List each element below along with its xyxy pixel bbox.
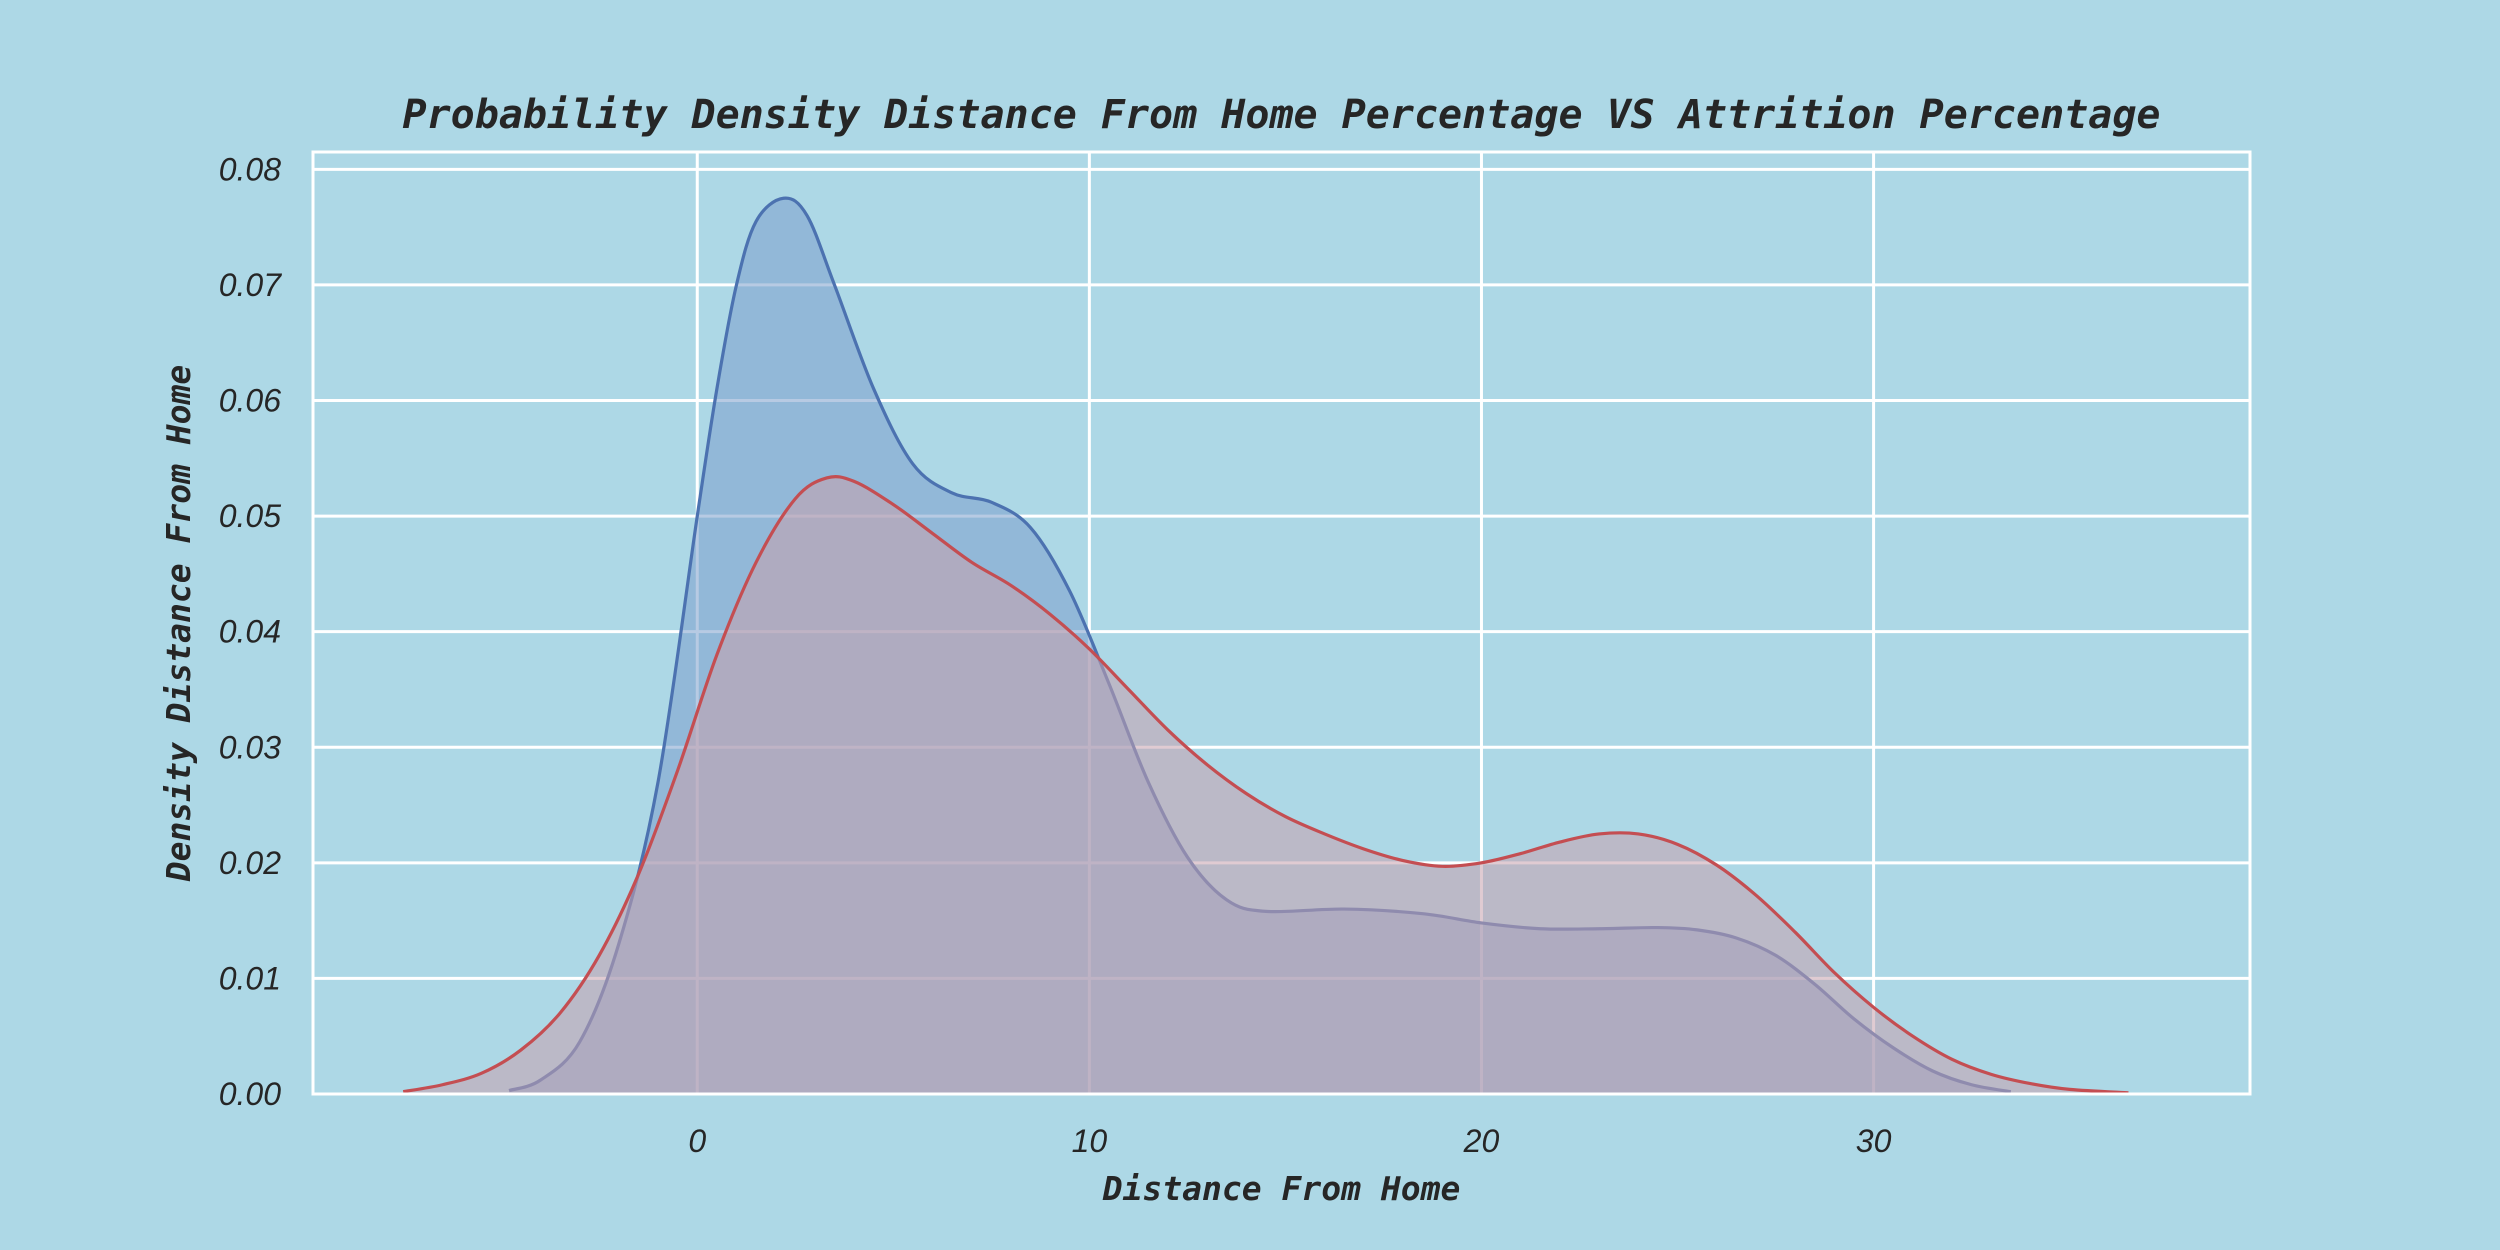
y-tick-label: 0.03: [219, 729, 281, 765]
y-tick-label: 0.06: [219, 383, 281, 419]
y-tick-label: 0.02: [219, 845, 281, 881]
x-axis-label: Distance From Home: [1102, 1169, 1461, 1208]
series-layer: [402, 196, 2129, 1095]
x-tick-label: 20: [1463, 1123, 1500, 1159]
red-density-area: [403, 476, 2129, 1094]
x-tick-label: 10: [1072, 1123, 1108, 1159]
grid: [313, 152, 2250, 1096]
y-tick-label: 0.00: [219, 1076, 281, 1112]
x-tick-label: 0: [688, 1123, 706, 1159]
red-density-line: [402, 474, 2129, 1095]
y-tick-label: 0.05: [219, 498, 281, 534]
ticks: 0.00 0.01 0.02 0.03 0.04 0.05 0.06 0.07 0.08 0 10 2…: [219, 151, 1892, 1159]
y-tick-label: 0.01: [219, 960, 281, 996]
y-tick-label: 0.08: [219, 151, 281, 187]
y-axis-label: Density Distance From Home: [159, 365, 198, 883]
chart-title: Probability Density Distance From Home P…: [403, 92, 2161, 138]
y-tick-label: 0.07: [219, 267, 282, 303]
x-tick-label: 30: [1856, 1123, 1892, 1159]
plot-frame: [311, 150, 2252, 1096]
y-tick-label: 0.04: [219, 614, 281, 650]
